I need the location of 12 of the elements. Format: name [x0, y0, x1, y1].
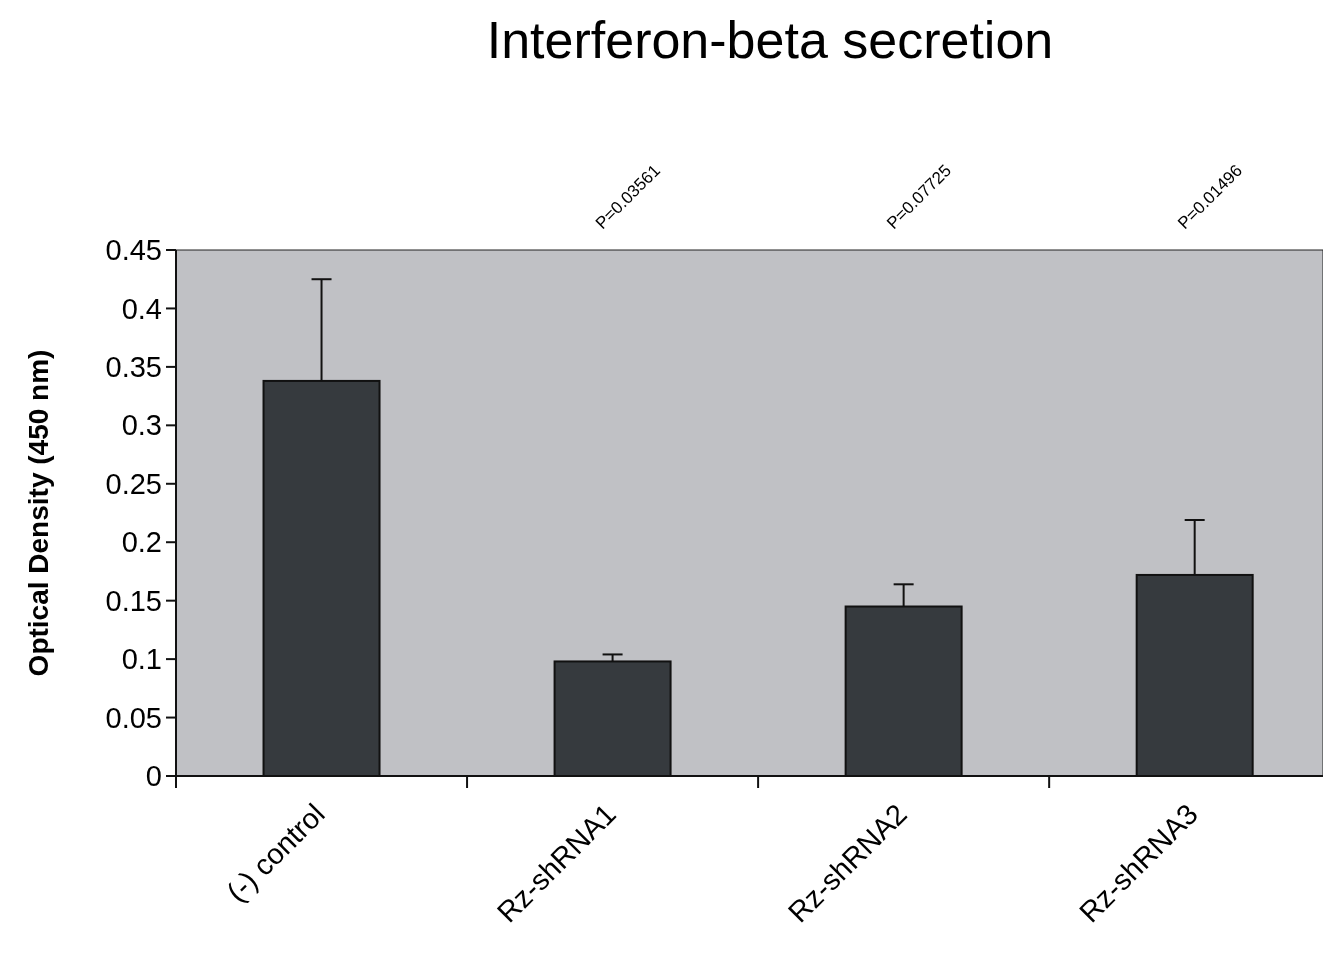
- y-tick-label: 0.4: [121, 292, 162, 325]
- y-tick-label: 0.05: [105, 701, 162, 734]
- y-tick-label: 0: [145, 760, 162, 793]
- y-tick-label: 0.35: [105, 351, 162, 384]
- y-tick-label: 0.3: [121, 409, 162, 442]
- y-axis-title: Optical Density (450 nm): [23, 349, 54, 677]
- y-tick-label: 0.1: [121, 643, 162, 676]
- y-tick-label: 0.45: [105, 234, 162, 267]
- y-tick-label: 0.2: [121, 526, 162, 559]
- y-tick-label: 0.15: [105, 584, 162, 617]
- y-tick-label: 0.25: [105, 467, 162, 500]
- chart-title: Interferon-beta secretion: [486, 11, 1054, 69]
